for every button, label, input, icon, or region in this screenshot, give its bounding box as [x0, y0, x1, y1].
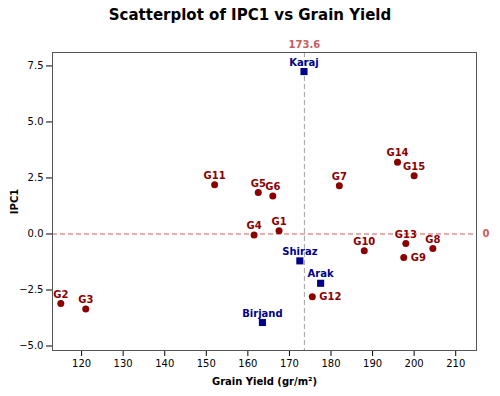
svg-text:0.0: 0.0 [28, 228, 44, 239]
svg-text:G5: G5 [251, 178, 266, 189]
svg-text:G13: G13 [395, 229, 417, 240]
svg-text:Karaj: Karaj [289, 57, 319, 68]
svg-text:120: 120 [72, 358, 91, 369]
svg-text:7.5: 7.5 [28, 60, 44, 71]
svg-text:G6: G6 [265, 181, 280, 192]
svg-text:IPC1: IPC1 [9, 189, 20, 214]
svg-text:0: 0 [483, 228, 490, 239]
svg-text:2.5: 2.5 [28, 172, 44, 183]
svg-text:G4: G4 [247, 220, 262, 231]
svg-text:180: 180 [321, 358, 340, 369]
svg-text:160: 160 [238, 358, 257, 369]
svg-text:G10: G10 [353, 236, 375, 247]
svg-text:200: 200 [405, 358, 424, 369]
svg-text:5.0: 5.0 [28, 116, 44, 127]
svg-text:G9: G9 [411, 252, 426, 263]
svg-text:−5.0: −5.0 [19, 340, 43, 351]
svg-text:G12: G12 [319, 291, 341, 302]
svg-text:G7: G7 [332, 171, 347, 182]
svg-text:G3: G3 [78, 294, 93, 305]
svg-text:170: 170 [280, 358, 299, 369]
svg-text:G2: G2 [53, 289, 68, 300]
svg-text:173.6: 173.6 [289, 39, 321, 50]
svg-text:130: 130 [114, 358, 133, 369]
svg-text:−2.5: −2.5 [19, 284, 43, 295]
svg-text:150: 150 [197, 358, 216, 369]
svg-text:G15: G15 [403, 161, 425, 172]
svg-text:G14: G14 [386, 147, 408, 158]
svg-text:G11: G11 [204, 170, 226, 181]
svg-text:G1: G1 [271, 216, 286, 227]
svg-text:140: 140 [155, 358, 174, 369]
svg-text:210: 210 [446, 358, 465, 369]
svg-text:190: 190 [363, 358, 382, 369]
svg-text:G8: G8 [425, 234, 440, 245]
svg-text:Shiraz: Shiraz [282, 246, 317, 257]
svg-text:Birjand: Birjand [242, 308, 282, 319]
svg-text:Arak: Arak [308, 268, 334, 279]
html-text:Scatterplot of IPC1 vs Grain Y: Scatterplot of IPC1 vs Grain Yield [108, 6, 392, 24]
svg-text:Grain Yield (gr/m²): Grain Yield (gr/m²) [212, 376, 317, 387]
